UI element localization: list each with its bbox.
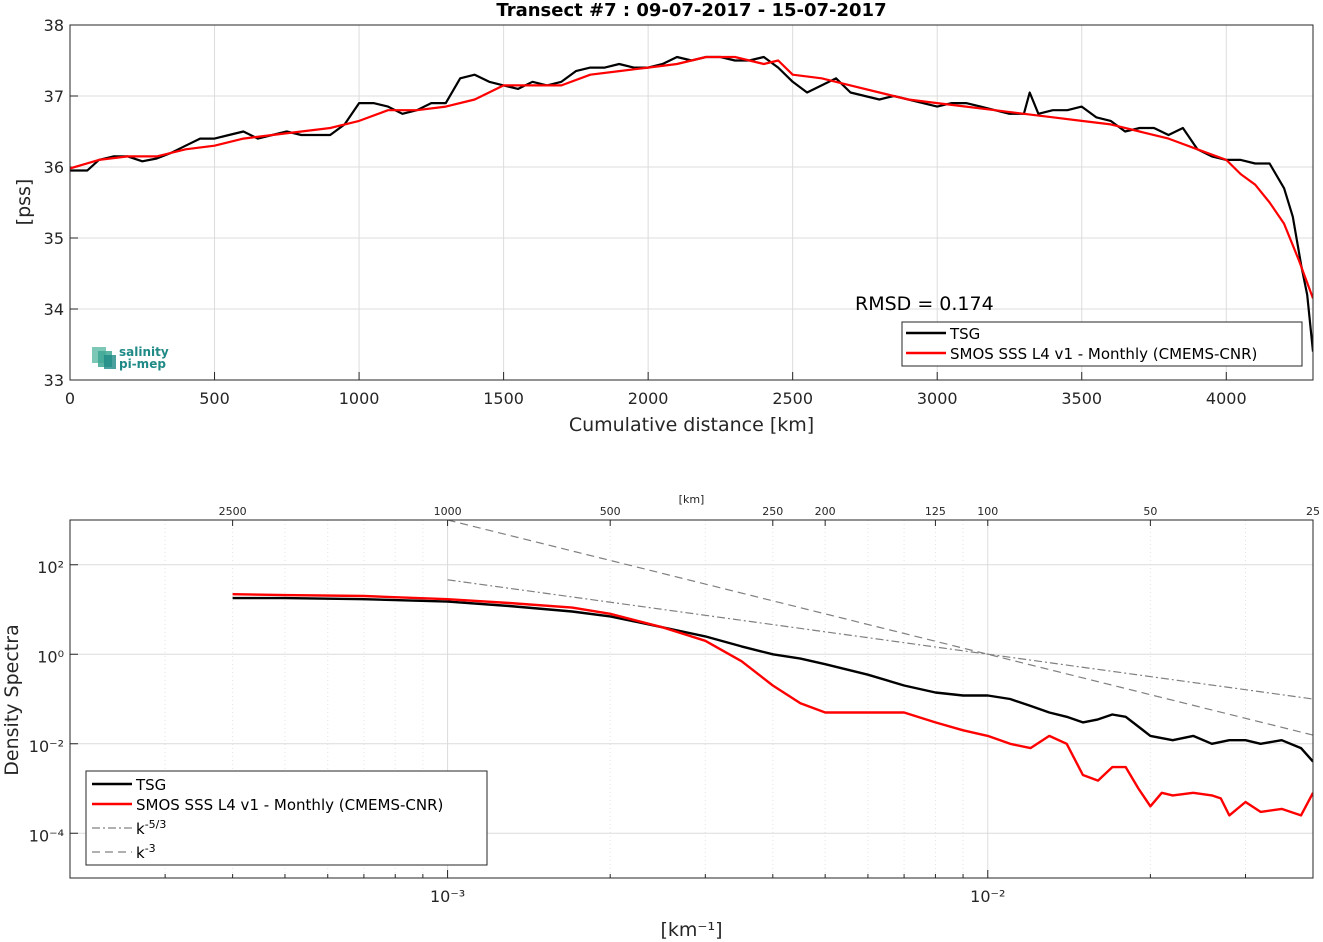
plot2-top-tick-label: 200 xyxy=(815,505,836,518)
rmsd-annotation: RMSD = 0.174 xyxy=(855,293,994,315)
plot1-x-tick-label: 3500 xyxy=(1061,389,1102,408)
chart1-y-axis-label: [pss] xyxy=(13,179,35,226)
chart2-x-axis-label: [km⁻¹] xyxy=(661,919,723,941)
plot2-top-tick-label: 250 xyxy=(762,505,783,518)
legend2-smos-label: SMOS SSS L4 v1 - Monthly (CMEMS-CNR) xyxy=(136,796,443,814)
plot2-x-tick-label: 10⁻³ xyxy=(430,887,465,906)
logo-text-pi-mep: pi-mep xyxy=(119,357,166,371)
plot1-background xyxy=(70,25,1313,380)
plot2-x-tick-label: 10⁻² xyxy=(970,887,1005,906)
plot1-x-tick-label: 2000 xyxy=(628,389,669,408)
k-3-reference-line xyxy=(447,520,1313,736)
plot1-x-tick-label: 3000 xyxy=(917,389,958,408)
plot2-top-tick-label: 500 xyxy=(600,505,621,518)
spectra-tsg-line xyxy=(232,596,1313,763)
plot2-top-tick-label: 2500 xyxy=(219,505,247,518)
plot2-top-tick-label: 1000 xyxy=(434,505,462,518)
plot2-top-tick-label: 25 xyxy=(1306,505,1320,518)
plot2-top-tick-label: 50 xyxy=(1143,505,1157,518)
plot2-top-tick-label: 125 xyxy=(925,505,946,518)
legend1-smos-label: SMOS SSS L4 v1 - Monthly (CMEMS-CNR) xyxy=(950,345,1257,363)
plot2-y-tick-label: 10⁻⁴ xyxy=(29,826,64,845)
plot1-frame xyxy=(69,24,1314,381)
plot1-x-tick-label: 2500 xyxy=(772,389,813,408)
legend2-tsg-label: TSG xyxy=(135,776,166,794)
plot2-y-tick-label: 10² xyxy=(37,558,64,577)
plot1-y-tick-label: 36 xyxy=(44,158,64,177)
k-5-3-reference-line xyxy=(447,579,1313,700)
plot2-y-tick-label: 10⁰ xyxy=(37,647,64,666)
chart1-x-axis-label: Cumulative distance [km] xyxy=(569,414,814,436)
plot1-x-tick-label: 500 xyxy=(199,389,230,408)
plot1-y-tick-label: 37 xyxy=(44,87,64,106)
plot1-x-tick-label: 1000 xyxy=(339,389,380,408)
plot2-top-axis-label: [km] xyxy=(679,493,705,506)
spectra-smos-line xyxy=(232,593,1313,817)
chart1-title: Transect #7 : 09-07-2017 - 15-07-2017 xyxy=(496,0,886,21)
legend2-box xyxy=(85,770,488,866)
plot1-y-tick-label: 34 xyxy=(44,300,64,319)
legend1-tsg-label: TSG xyxy=(949,325,980,343)
plot1-x-tick-label: 4000 xyxy=(1206,389,1247,408)
plot2-top-tick-label: 100 xyxy=(977,505,998,518)
salinity-pi-mep-logo xyxy=(92,347,116,369)
legend1-box xyxy=(901,321,1303,367)
plot2-frame xyxy=(69,519,1314,879)
plot1-y-tick-label: 38 xyxy=(44,16,64,35)
plot1-y-tick-label: 35 xyxy=(44,229,64,248)
plot2-y-tick-label: 10⁻² xyxy=(29,737,64,756)
plot1-y-tick-label: 33 xyxy=(44,371,64,390)
plot1-x-tick-label: 0 xyxy=(65,389,75,408)
logo-mark-icon xyxy=(104,355,116,369)
plot1-x-tick-label: 1500 xyxy=(483,389,524,408)
smos-line xyxy=(70,55,1313,299)
chart2-y-axis-label: Density Spectra xyxy=(1,624,23,775)
logo-text-salinity: salinity xyxy=(119,345,169,359)
